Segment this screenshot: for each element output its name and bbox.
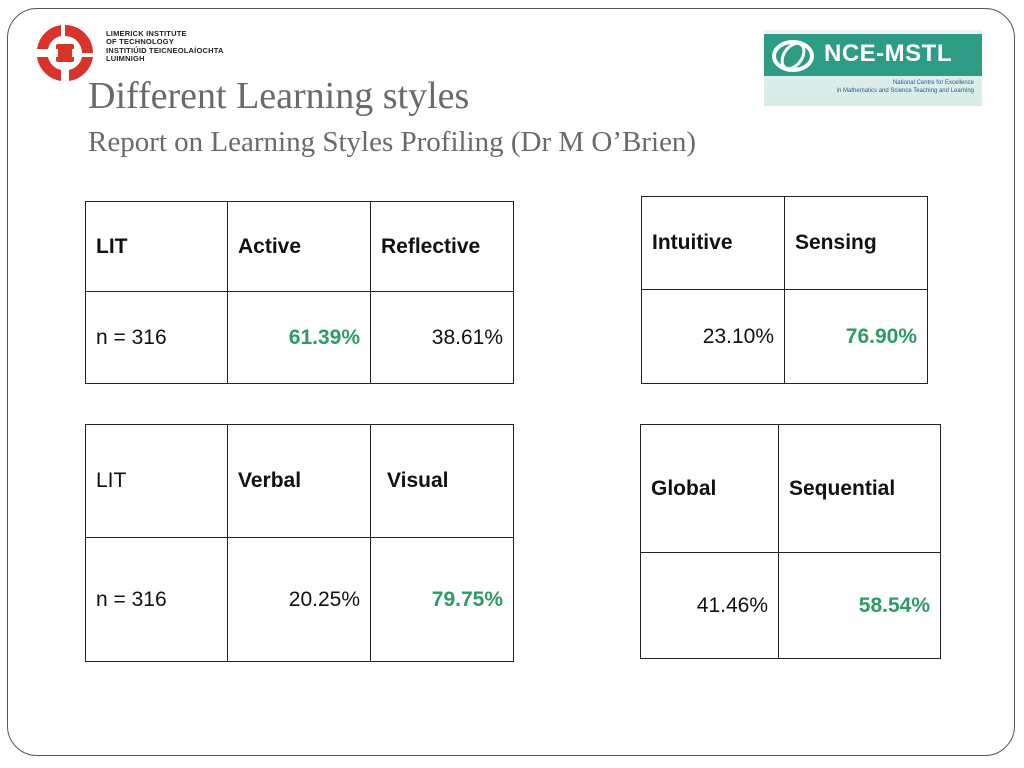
reflective-percent-cell: 38.61% <box>370 291 514 384</box>
sample-size-cell: n = 316 <box>85 537 228 662</box>
header-cell: LIT <box>85 424 228 538</box>
table-row: 41.46% 58.54% <box>640 552 941 659</box>
table-header-row: LIT Active Reflective <box>85 201 514 292</box>
table-global-sequential: Global Sequential 41.46% 58.54% <box>640 424 941 659</box>
header-cell: Intuitive <box>641 196 785 290</box>
sensing-percent-cell: 76.90% <box>784 289 928 384</box>
header-cell: Reflective <box>370 201 514 292</box>
header-cell: Global <box>640 424 779 553</box>
verbal-percent-cell: 20.25% <box>227 537 371 662</box>
sequential-percent-cell: 58.54% <box>778 552 941 659</box>
lit-emblem-icon <box>37 25 93 81</box>
table-row: n = 316 20.25% 79.75% <box>85 537 514 662</box>
visual-percent-cell: 79.75% <box>370 537 514 662</box>
header-cell: Sensing <box>784 196 928 290</box>
header-cell: Verbal <box>227 424 371 538</box>
table-active-reflective: LIT Active Reflective n = 316 61.39% 38.… <box>85 201 514 384</box>
nce-logo-subtitle: National Centre for Excellence in Mathem… <box>837 79 974 95</box>
nce-logo-badge: NCE-MSTL <box>764 34 982 76</box>
sample-size-cell: n = 316 <box>85 291 228 384</box>
nce-ring-icon <box>772 40 814 72</box>
table-verbal-visual: LIT Verbal Visual n = 316 20.25% 79.75% <box>85 424 514 662</box>
slide-subtitle: Report on Learning Styles Profiling (Dr … <box>88 126 697 158</box>
intuitive-percent-cell: 23.10% <box>641 289 785 384</box>
table-row: 23.10% 76.90% <box>641 289 928 384</box>
nce-logo-subtitle-line: in Mathematics and Science Teaching and … <box>836 88 974 94</box>
active-percent-cell: 61.39% <box>227 291 371 384</box>
lit-logo-line: LUIMNIGH <box>106 53 145 63</box>
lit-logo-line: OF TECHNOLOGY <box>106 37 175 47</box>
header-cell: LIT <box>85 201 228 292</box>
lit-logo: LIMERICK INSTITUTE OF TECHNOLOGY INSTITI… <box>30 22 270 84</box>
table-header-row: LIT Verbal Visual <box>85 424 514 538</box>
global-percent-cell: 41.46% <box>640 552 779 659</box>
slide-title: Different Learning styles <box>88 75 470 117</box>
lit-logo-line: INSTITIÚID TEICNEOLAÍOCHTA <box>106 45 224 55</box>
lit-logo-text: LIMERICK INSTITUTE OF TECHNOLOGY INSTITI… <box>106 29 224 63</box>
lit-logo-line: LIMERICK INSTITUTE <box>106 29 187 38</box>
nce-logo-title: NCE-MSTL <box>824 40 952 67</box>
table-header-row: Intuitive Sensing <box>641 196 928 290</box>
nce-mstl-logo: NCE-MSTL National Centre for Excellence … <box>764 30 982 106</box>
table-row: n = 316 61.39% 38.61% <box>85 291 514 384</box>
nce-logo-subtitle-line: National Centre for Excellence <box>892 80 974 86</box>
header-cell: Sequential <box>778 424 941 553</box>
table-intuitive-sensing: Intuitive Sensing 23.10% 76.90% <box>641 196 928 384</box>
header-cell: Visual <box>370 424 514 538</box>
table-header-row: Global Sequential <box>640 424 941 553</box>
header-cell: Active <box>227 201 371 292</box>
